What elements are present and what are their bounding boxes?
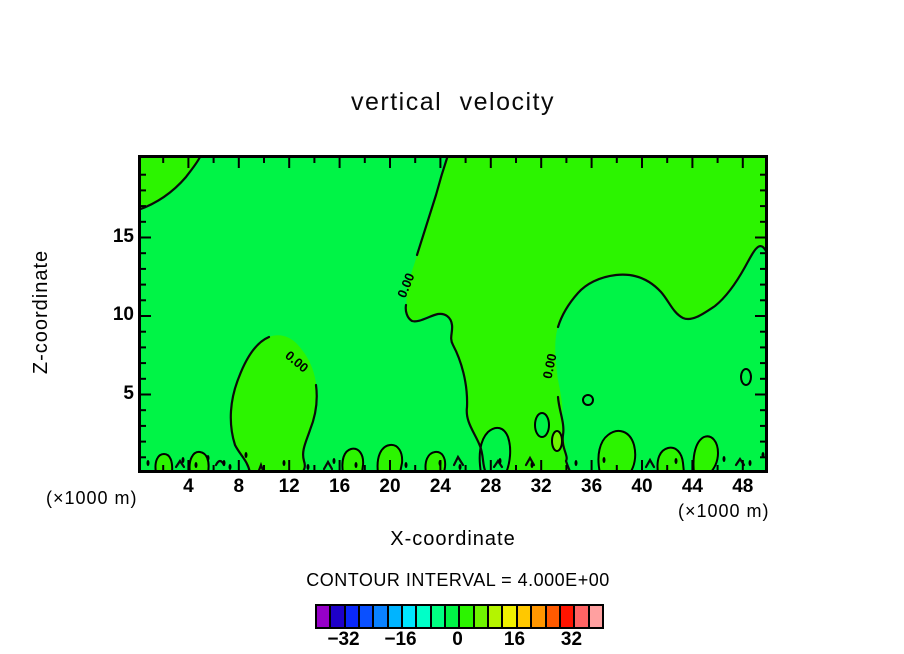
colorbar-cell xyxy=(403,606,418,627)
colorbar-cell xyxy=(589,606,602,627)
x-tick-label: 40 xyxy=(631,476,653,497)
colorbar-cell xyxy=(474,606,490,627)
colorbar-cell xyxy=(560,606,576,627)
contour-label: 0.00 xyxy=(540,352,560,380)
surface-cell xyxy=(534,412,550,438)
colorbar-cell xyxy=(431,606,447,627)
colorbar-tick-label: 0 xyxy=(452,629,463,650)
zero-contour-line xyxy=(556,245,768,329)
surface-cell xyxy=(376,443,404,473)
z-axis-unit-label: (×1000 m) xyxy=(46,488,138,508)
colorbar-cell xyxy=(417,606,432,627)
colorbar-cell xyxy=(317,606,332,627)
colorbar-cell xyxy=(532,606,547,627)
contour-plot: 0.00 0.00 0.00 xyxy=(138,155,768,473)
colorbar-cell xyxy=(517,606,533,627)
zero-contour-line xyxy=(556,395,573,473)
colorbar xyxy=(315,604,604,629)
x-tick-label: 48 xyxy=(732,476,754,497)
colorbar-cell xyxy=(575,606,590,627)
zero-contour-line xyxy=(138,155,203,212)
surface-noise-line xyxy=(322,459,334,471)
x-tick-label: 12 xyxy=(278,476,300,497)
surface-cell xyxy=(154,452,174,473)
colorbar-tick-label: −16 xyxy=(384,629,417,650)
colorbar-cell xyxy=(374,606,389,627)
x-axis-label: X-coordinate xyxy=(390,528,516,550)
colorbar-cell xyxy=(446,606,461,627)
x-tick-label: 16 xyxy=(329,476,351,497)
surface-cell xyxy=(656,446,686,473)
chart-title: vertical velocity xyxy=(351,88,555,116)
colorbar-cell xyxy=(360,606,375,627)
zero-contour-line xyxy=(299,383,318,473)
surface-cell xyxy=(424,450,447,473)
surface-noise-line xyxy=(644,457,656,469)
x-tick-label: 44 xyxy=(681,476,703,497)
zero-contour-line xyxy=(415,155,450,257)
surface-cell xyxy=(692,435,720,473)
surface-noise-line xyxy=(174,459,186,469)
x-tick-label: 20 xyxy=(379,476,401,497)
z-axis-label: Z-coordinate xyxy=(30,249,52,375)
colorbar-cell xyxy=(345,606,361,627)
zero-contour-region-topleft xyxy=(138,155,201,210)
x-tick-label: 4 xyxy=(183,476,194,497)
x-tick-label: 32 xyxy=(530,476,552,497)
zero-contour-ring xyxy=(582,394,594,406)
colorbar-cell xyxy=(331,606,346,627)
surface-noise-line xyxy=(492,459,504,469)
surface-cell xyxy=(341,447,365,473)
colorbar-cell xyxy=(388,606,404,627)
tick-marks xyxy=(141,158,765,470)
colorbar-tick-label: 16 xyxy=(503,629,526,650)
zero-contour-line xyxy=(404,303,488,473)
colorbar-cell xyxy=(460,606,475,627)
colorbar-cell xyxy=(489,606,504,627)
zero-contour-region-main xyxy=(406,155,768,473)
positive-patch-cell xyxy=(551,430,563,452)
field-positive-regions xyxy=(138,155,768,473)
x-tick-label: 24 xyxy=(429,476,451,497)
z-tick-label: 10 xyxy=(112,304,134,325)
zero-contour-region-leftblob xyxy=(230,335,317,473)
surface-cell xyxy=(597,429,637,473)
z-tick-label: 15 xyxy=(112,225,134,247)
contour-interval-text: CONTOUR INTERVAL = 4.000E+00 xyxy=(306,570,610,590)
colorbar-tick-label: −32 xyxy=(327,629,360,650)
surface-noise-line xyxy=(452,454,465,467)
surface-specks xyxy=(146,452,765,470)
surface-cell xyxy=(188,450,210,473)
x-axis-unit-label: (×1000 m) xyxy=(678,501,770,521)
zero-contour-ring xyxy=(740,368,752,386)
colorbar-cell xyxy=(546,606,561,627)
zero-contour-line xyxy=(229,335,271,473)
plot-border xyxy=(138,155,768,473)
x-tick-label: 36 xyxy=(581,476,603,497)
z-tick-label: 5 xyxy=(123,382,134,404)
colorbar-cell xyxy=(503,606,518,627)
colorbar-tick-label: 32 xyxy=(560,629,583,650)
x-tick-label: 8 xyxy=(233,476,245,497)
x-tick-label: 28 xyxy=(480,476,502,497)
